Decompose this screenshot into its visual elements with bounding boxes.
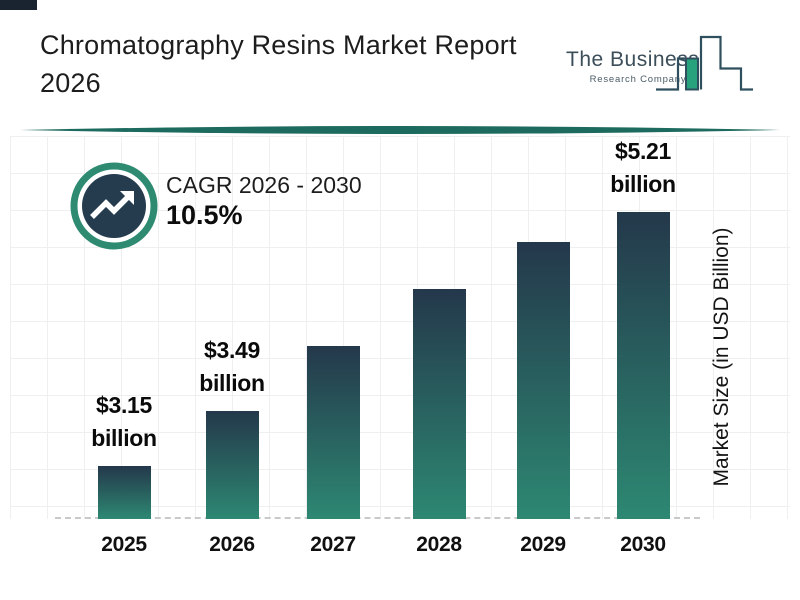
x-tick-2029: 2029: [520, 533, 566, 556]
logo-bar-chart-icon: [656, 35, 753, 91]
page-title: Chromatography Resins Market Report 2026: [40, 26, 540, 102]
bar-2028: [412, 289, 466, 519]
logo-subname: Research Company: [589, 74, 687, 85]
bar-2027: [306, 346, 360, 519]
value-label-2030: $5.21 billion: [610, 138, 676, 197]
logo-name: The Business: [566, 48, 700, 71]
x-tick-2027: 2027: [310, 533, 356, 556]
x-tick-2030: 2030: [620, 533, 666, 556]
x-tick-2026: 2026: [209, 533, 255, 556]
x-axis-baseline: [55, 517, 700, 519]
page-title-line1: Chromatography Resins Market Report: [40, 30, 517, 60]
bar-2030: [616, 212, 670, 519]
x-tick-2025: 2025: [101, 533, 147, 556]
x-tick-2028: 2028: [416, 533, 462, 556]
corner-mark: [0, 0, 37, 10]
cagr-value: 10.5%: [166, 200, 243, 230]
trend-up-icon: [70, 162, 158, 250]
value-label-2026: $3.49 billion: [199, 337, 265, 396]
value-label-2025: $3.15 billion: [91, 392, 157, 451]
cagr-label: CAGR 2026 - 2030: [166, 172, 362, 198]
company-logo: The Business Research Company: [556, 26, 768, 106]
bar-2025: [97, 466, 151, 519]
bar-2029: [516, 242, 570, 519]
y-axis-label: Market Size (in USD Billion): [710, 227, 733, 487]
page-title-line2: 2026: [40, 68, 101, 98]
divider-line: [20, 126, 780, 134]
bar-2026: [205, 411, 259, 519]
